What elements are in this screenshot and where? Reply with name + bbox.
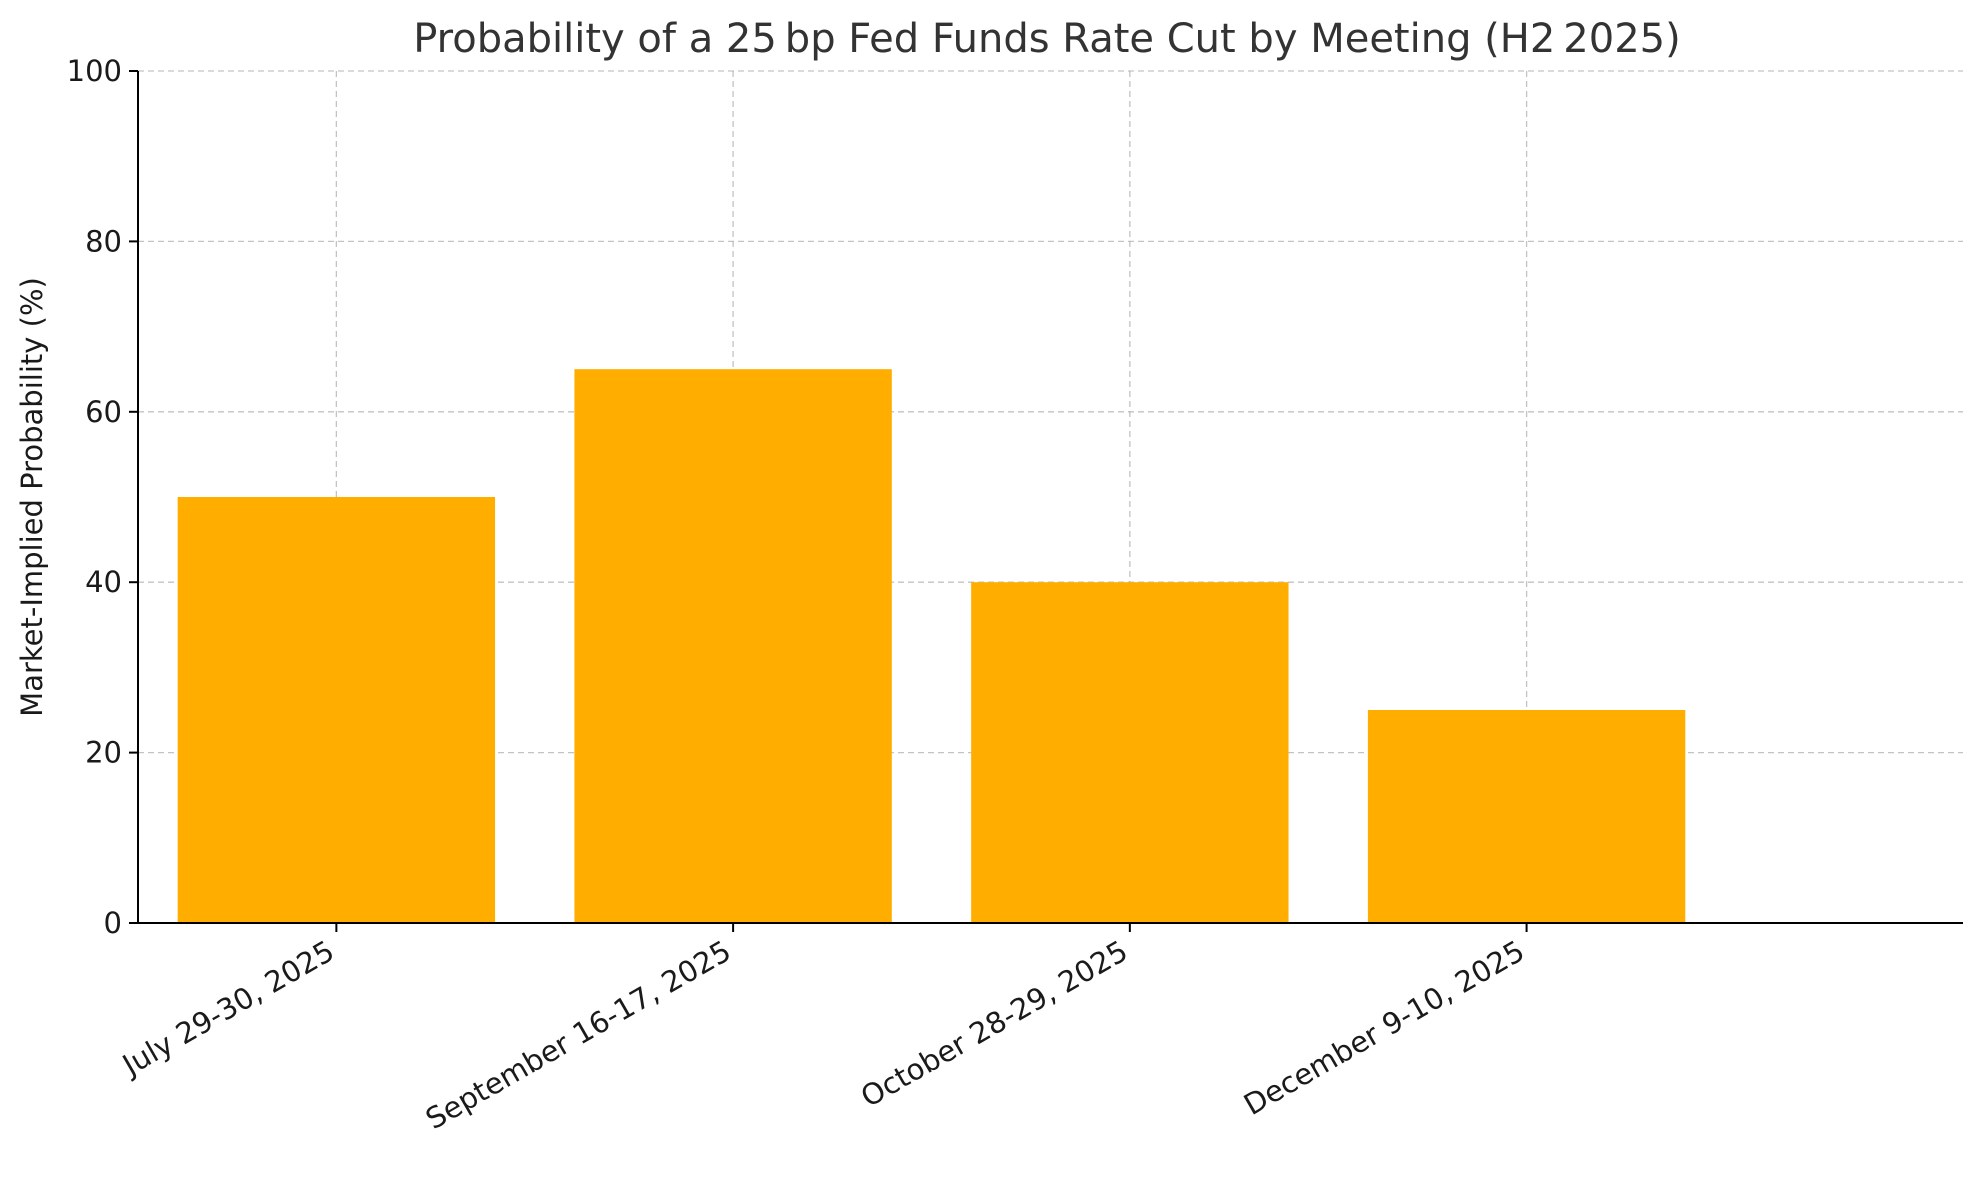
x-axis: July 29-30, 2025 September 16-17, 2025 Oct… [115,922,1963,1136]
y-tick-label: 100 [67,54,122,88]
y-tick-label: 60 [85,395,122,429]
x-tick-label: July 29-30, 2025 [115,934,340,1083]
x-tick-label: December 9-10, 2025 [1238,934,1530,1122]
bar [971,582,1289,923]
y-axis: 0 20 40 60 80 100 [67,54,139,940]
bars [177,369,1686,923]
bar [177,497,496,923]
bar [574,369,892,923]
x-tick-label: October 28-29, 2025 [855,934,1133,1114]
y-tick-label: 20 [85,736,122,770]
y-tick-label: 80 [85,224,122,258]
x-tick-label: September 16-17, 2025 [420,934,737,1136]
y-tick-label: 40 [85,565,122,599]
bar [1367,710,1686,923]
y-tick-label: 0 [104,906,122,940]
chart-title: Probability of a 25 bp Fed Funds Rate Cu… [413,16,1680,62]
y-axis-label: Market-Implied Probability (%) [15,277,49,717]
